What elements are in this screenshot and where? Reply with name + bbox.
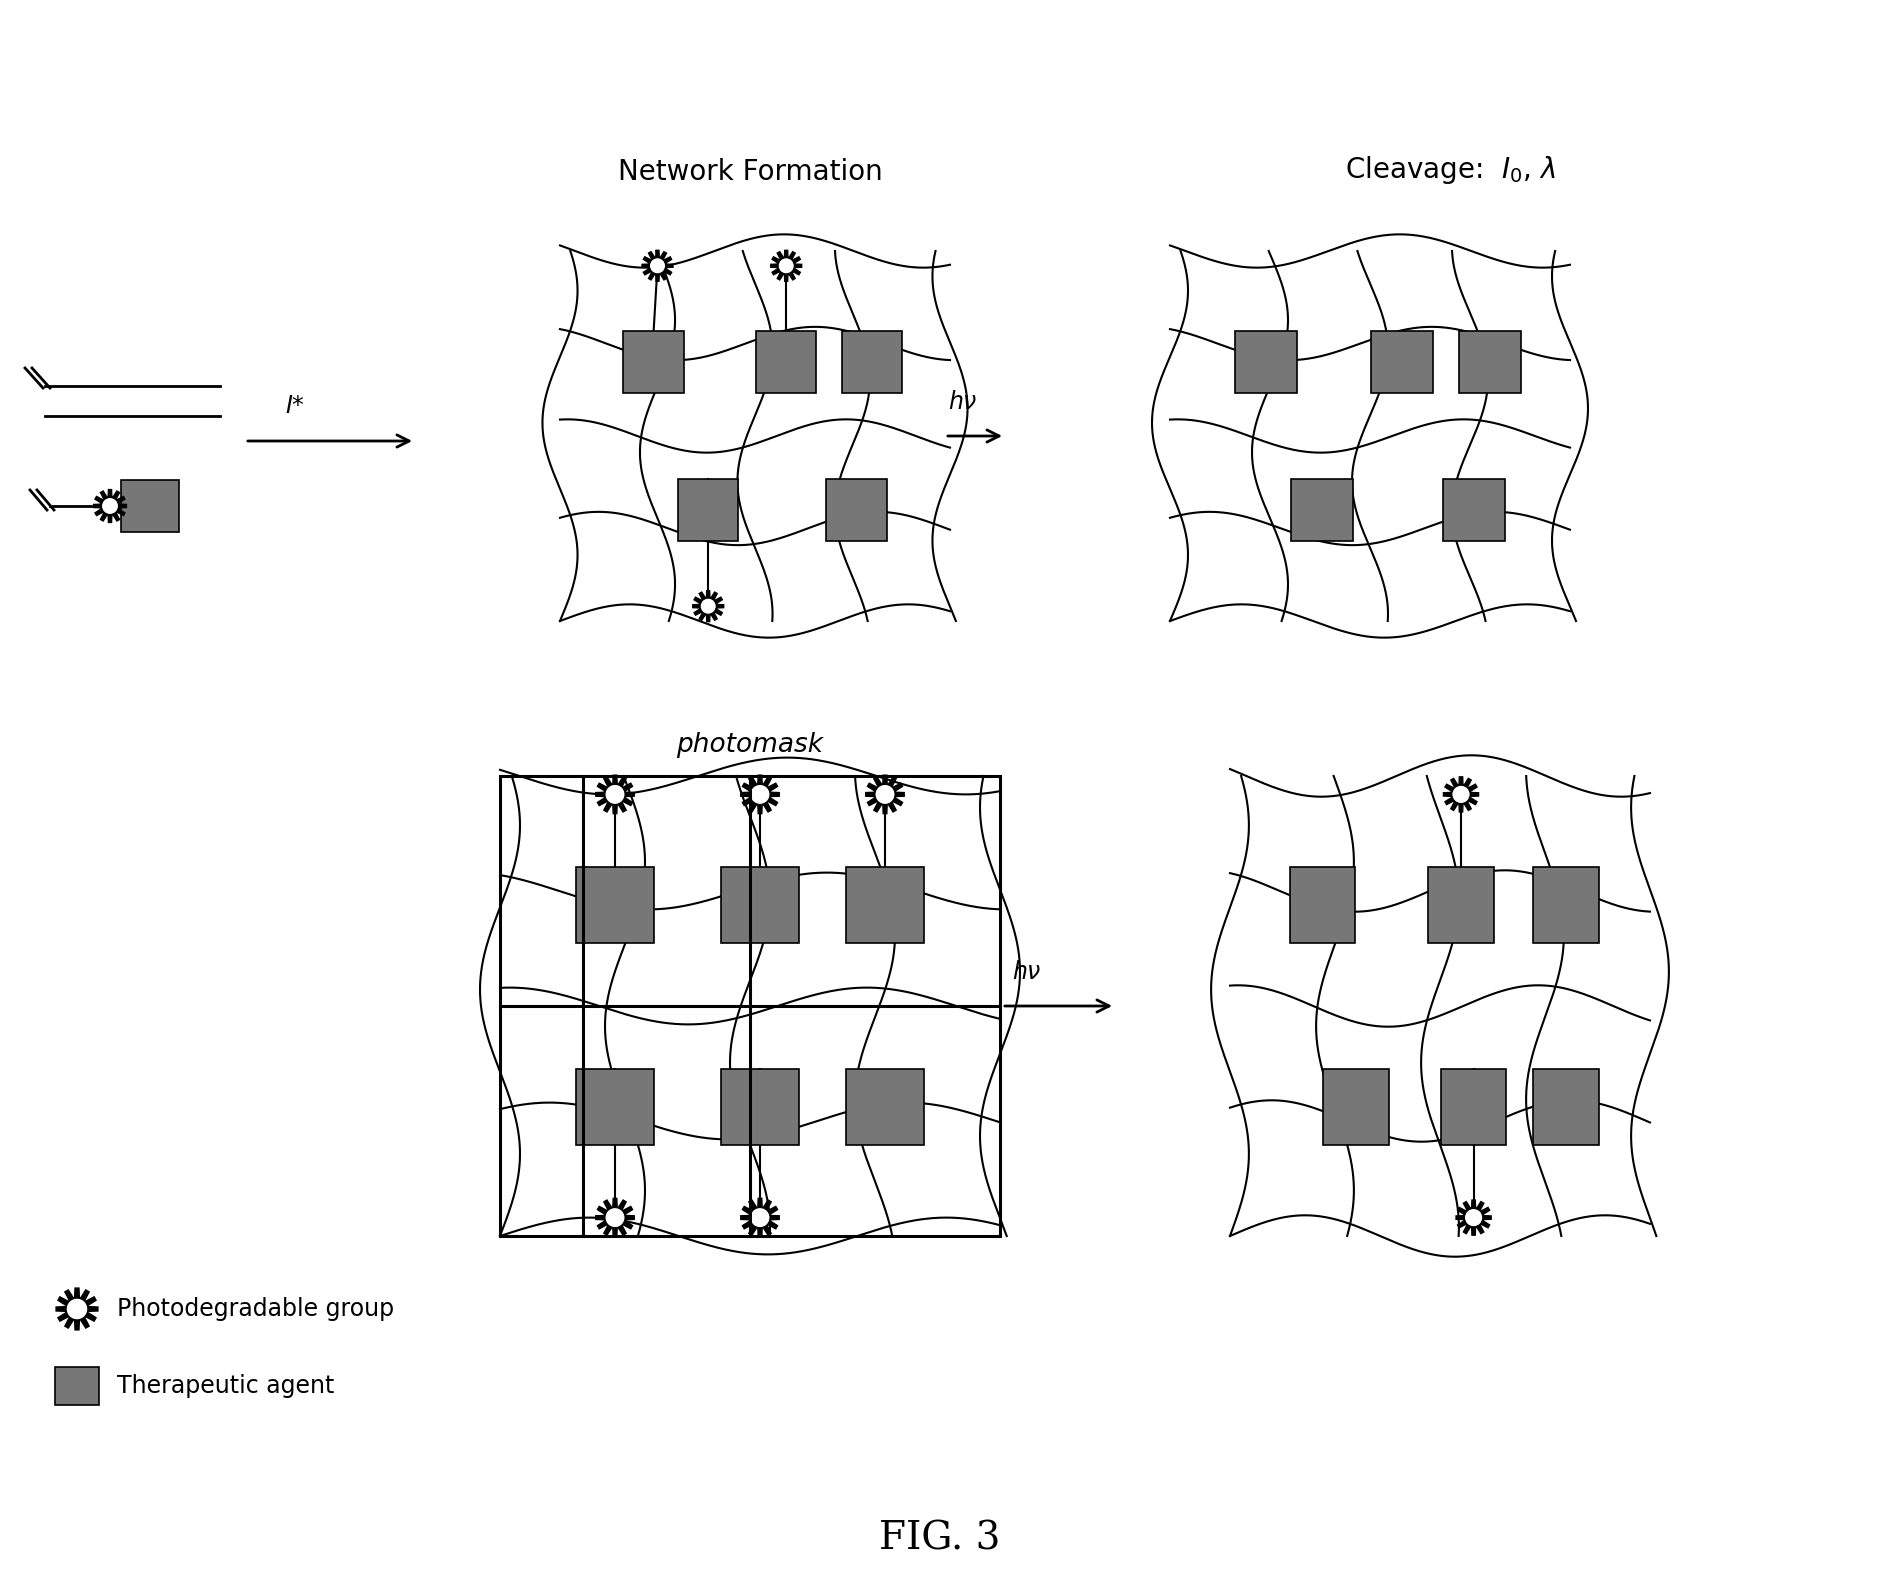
- Bar: [827, 479, 887, 541]
- Bar: [1459, 331, 1521, 393]
- Bar: [1444, 479, 1506, 541]
- Text: hν: hν: [1011, 959, 1040, 983]
- Circle shape: [1464, 1209, 1483, 1227]
- Bar: [1291, 867, 1355, 943]
- Circle shape: [777, 258, 794, 274]
- Bar: [55, 1367, 98, 1405]
- Bar: [845, 1069, 925, 1146]
- Circle shape: [700, 598, 717, 614]
- Bar: [1323, 1069, 1389, 1146]
- Polygon shape: [1444, 776, 1479, 811]
- Circle shape: [749, 1208, 770, 1228]
- Bar: [1534, 867, 1598, 943]
- Bar: [1534, 1069, 1598, 1146]
- Text: photomask: photomask: [677, 732, 823, 757]
- Bar: [576, 1069, 653, 1146]
- Circle shape: [649, 258, 666, 274]
- Polygon shape: [94, 490, 126, 522]
- Bar: [845, 867, 925, 943]
- Polygon shape: [693, 590, 725, 622]
- Circle shape: [876, 784, 894, 805]
- Polygon shape: [742, 775, 779, 813]
- Text: Network Formation: Network Formation: [617, 158, 883, 186]
- Circle shape: [1451, 786, 1470, 803]
- Bar: [677, 479, 738, 541]
- Text: Therapeutic agent: Therapeutic agent: [117, 1375, 334, 1398]
- Text: FIG. 3: FIG. 3: [879, 1521, 1000, 1558]
- Bar: [121, 480, 179, 531]
- Bar: [721, 867, 798, 943]
- Polygon shape: [57, 1289, 98, 1330]
- Polygon shape: [642, 250, 674, 282]
- Bar: [623, 331, 683, 393]
- Circle shape: [102, 498, 119, 514]
- Bar: [1291, 479, 1353, 541]
- Bar: [500, 776, 1000, 1236]
- Bar: [576, 867, 653, 943]
- Polygon shape: [1457, 1200, 1491, 1235]
- Text: Cleavage:  $I_0$, $\lambda$: Cleavage: $I_0$, $\lambda$: [1345, 154, 1555, 186]
- Bar: [721, 1069, 798, 1146]
- Bar: [1372, 331, 1432, 393]
- Circle shape: [749, 784, 770, 805]
- Polygon shape: [596, 775, 634, 813]
- Bar: [757, 331, 817, 393]
- Bar: [500, 776, 1000, 1236]
- Text: hν: hν: [947, 390, 976, 414]
- Polygon shape: [596, 1198, 634, 1236]
- Polygon shape: [742, 1198, 779, 1236]
- Circle shape: [66, 1298, 89, 1321]
- Circle shape: [606, 1208, 625, 1228]
- Text: I*: I*: [285, 395, 304, 418]
- Polygon shape: [770, 250, 802, 282]
- Text: Photodegradable group: Photodegradable group: [117, 1297, 394, 1321]
- Circle shape: [606, 784, 625, 805]
- Bar: [842, 331, 902, 393]
- Bar: [1234, 331, 1296, 393]
- Bar: [1428, 867, 1493, 943]
- Bar: [1442, 1069, 1506, 1146]
- Polygon shape: [866, 775, 904, 813]
